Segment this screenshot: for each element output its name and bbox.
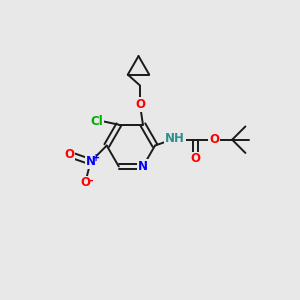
Text: Cl: Cl bbox=[90, 115, 103, 128]
Text: N: N bbox=[138, 160, 148, 173]
Text: O: O bbox=[209, 133, 219, 146]
Text: N: N bbox=[85, 155, 95, 168]
Text: O: O bbox=[64, 148, 74, 161]
Text: +: + bbox=[92, 153, 100, 163]
Text: -: - bbox=[88, 176, 93, 186]
Text: O: O bbox=[135, 98, 145, 111]
Text: NH: NH bbox=[165, 132, 185, 145]
Text: O: O bbox=[80, 176, 90, 190]
Text: O: O bbox=[190, 152, 201, 165]
